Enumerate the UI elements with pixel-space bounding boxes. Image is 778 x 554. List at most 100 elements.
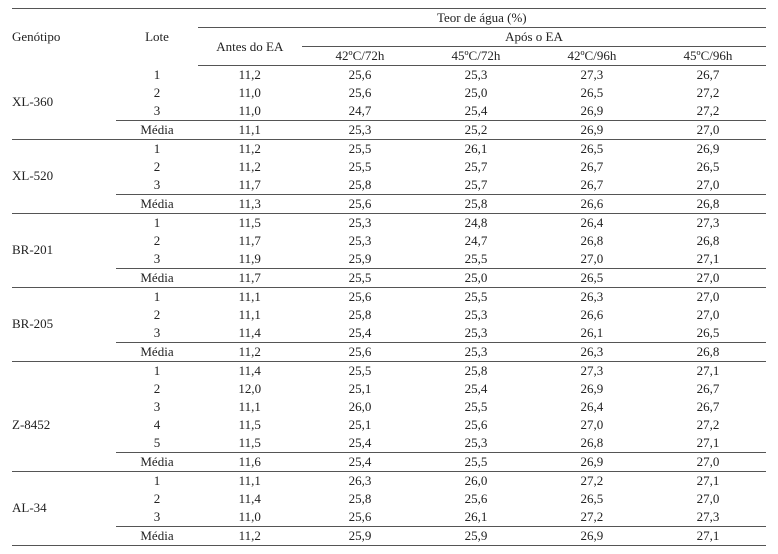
media-label: Média	[116, 121, 197, 140]
media-value: 25,5	[302, 269, 418, 288]
value-cell: 25,4	[418, 380, 534, 398]
lote-cell: 3	[116, 176, 197, 195]
media-label: Média	[116, 269, 197, 288]
value-cell: 11,9	[198, 250, 302, 269]
media-row: Média11,725,525,026,527,0	[12, 269, 766, 288]
value-cell: 11,7	[198, 232, 302, 250]
value-cell: 25,1	[302, 380, 418, 398]
data-table: Genótipo Lote Teor de água (%) Antes do …	[12, 8, 766, 546]
value-cell: 27,3	[650, 508, 766, 527]
genotipo-cell-empty	[12, 472, 116, 491]
value-cell: 26,5	[534, 84, 650, 102]
value-cell: 25,5	[302, 140, 418, 159]
genotipo-cell-empty	[12, 288, 116, 307]
value-cell: 26,0	[302, 398, 418, 416]
value-cell: 26,5	[650, 324, 766, 343]
value-cell: 26,1	[534, 324, 650, 343]
value-cell: 26,3	[302, 472, 418, 491]
value-cell: 11,5	[198, 214, 302, 233]
value-cell: 11,0	[198, 508, 302, 527]
value-cell: 25,8	[302, 176, 418, 195]
genotipo-cell-empty	[12, 121, 116, 140]
value-cell: 24,7	[302, 102, 418, 121]
value-cell: 25,6	[302, 508, 418, 527]
value-cell: 25,8	[302, 490, 418, 508]
lote-cell: 1	[116, 214, 197, 233]
value-cell: 11,1	[198, 398, 302, 416]
value-cell: 25,6	[302, 66, 418, 85]
media-value: 25,0	[418, 269, 534, 288]
media-row: Média11,225,625,326,326,8	[12, 343, 766, 362]
genotipo-cell-empty	[12, 140, 116, 159]
media-value: 27,1	[650, 527, 766, 546]
media-label: Média	[116, 527, 197, 546]
value-cell: 27,0	[534, 416, 650, 434]
value-cell: 11,2	[198, 158, 302, 176]
value-cell: 11,2	[198, 66, 302, 85]
genotipo-cell-empty	[12, 343, 116, 362]
genotipo-cell: XL-520	[12, 158, 116, 195]
media-value: 11,2	[198, 527, 302, 546]
value-cell: 26,7	[534, 158, 650, 176]
value-cell: 11,0	[198, 84, 302, 102]
value-cell: 25,1	[302, 416, 418, 434]
table-row: XL-520211,225,525,726,726,5	[12, 158, 766, 176]
value-cell: 27,0	[534, 250, 650, 269]
value-cell: 25,6	[302, 288, 418, 307]
lote-cell: 3	[116, 250, 197, 269]
value-cell: 25,4	[302, 434, 418, 453]
lote-cell: 3	[116, 398, 197, 416]
value-cell: 25,3	[418, 306, 534, 324]
lote-cell: 3	[116, 324, 197, 343]
table-row: XL-360211,025,625,026,527,2	[12, 84, 766, 102]
table-row: 411,525,125,627,027,2	[12, 416, 766, 434]
header-cond-1: 42ºC/72h	[302, 47, 418, 66]
value-cell: 26,5	[650, 158, 766, 176]
value-cell: 26,6	[534, 306, 650, 324]
value-cell: 25,5	[302, 362, 418, 381]
genotipo-cell-empty	[12, 453, 116, 472]
value-cell: 26,7	[650, 398, 766, 416]
media-value: 26,6	[534, 195, 650, 214]
media-value: 11,3	[198, 195, 302, 214]
media-value: 26,5	[534, 269, 650, 288]
header-genotipo: Genótipo	[12, 9, 116, 66]
media-label: Média	[116, 195, 197, 214]
value-cell: 25,3	[418, 324, 534, 343]
media-value: 26,8	[650, 343, 766, 362]
table-row: 111,225,625,327,326,7	[12, 66, 766, 85]
table-row: 212,025,125,426,926,7	[12, 380, 766, 398]
table-row: 111,425,525,827,327,1	[12, 362, 766, 381]
value-cell: 11,2	[198, 140, 302, 159]
value-cell: 24,8	[418, 214, 534, 233]
value-cell: 25,8	[302, 306, 418, 324]
value-cell: 11,5	[198, 416, 302, 434]
media-label: Média	[116, 453, 197, 472]
table-row: 111,225,526,126,526,9	[12, 140, 766, 159]
media-value: 25,6	[302, 343, 418, 362]
value-cell: 12,0	[198, 380, 302, 398]
table-row: BR-201211,725,324,726,826,8	[12, 232, 766, 250]
value-cell: 26,8	[534, 434, 650, 453]
media-value: 25,2	[418, 121, 534, 140]
table-row: 111,126,326,027,227,1	[12, 472, 766, 491]
header-cond-3: 42ºC/96h	[534, 47, 650, 66]
value-cell: 26,4	[534, 398, 650, 416]
media-value: 11,1	[198, 121, 302, 140]
value-cell: 26,1	[418, 140, 534, 159]
genotipo-cell-empty	[12, 214, 116, 233]
table-row: 311,025,626,127,227,3	[12, 508, 766, 527]
genotipo-cell-empty	[12, 66, 116, 85]
lote-cell: 3	[116, 508, 197, 527]
media-value: 25,6	[302, 195, 418, 214]
media-value: 25,9	[302, 527, 418, 546]
media-value: 25,8	[418, 195, 534, 214]
value-cell: 11,7	[198, 176, 302, 195]
value-cell: 25,5	[302, 158, 418, 176]
value-cell: 26,7	[534, 176, 650, 195]
lote-cell: 1	[116, 66, 197, 85]
table-row: BR-205211,125,825,326,627,0	[12, 306, 766, 324]
lote-cell: 2	[116, 158, 197, 176]
media-row: Média11,625,425,526,927,0	[12, 453, 766, 472]
value-cell: 11,5	[198, 434, 302, 453]
